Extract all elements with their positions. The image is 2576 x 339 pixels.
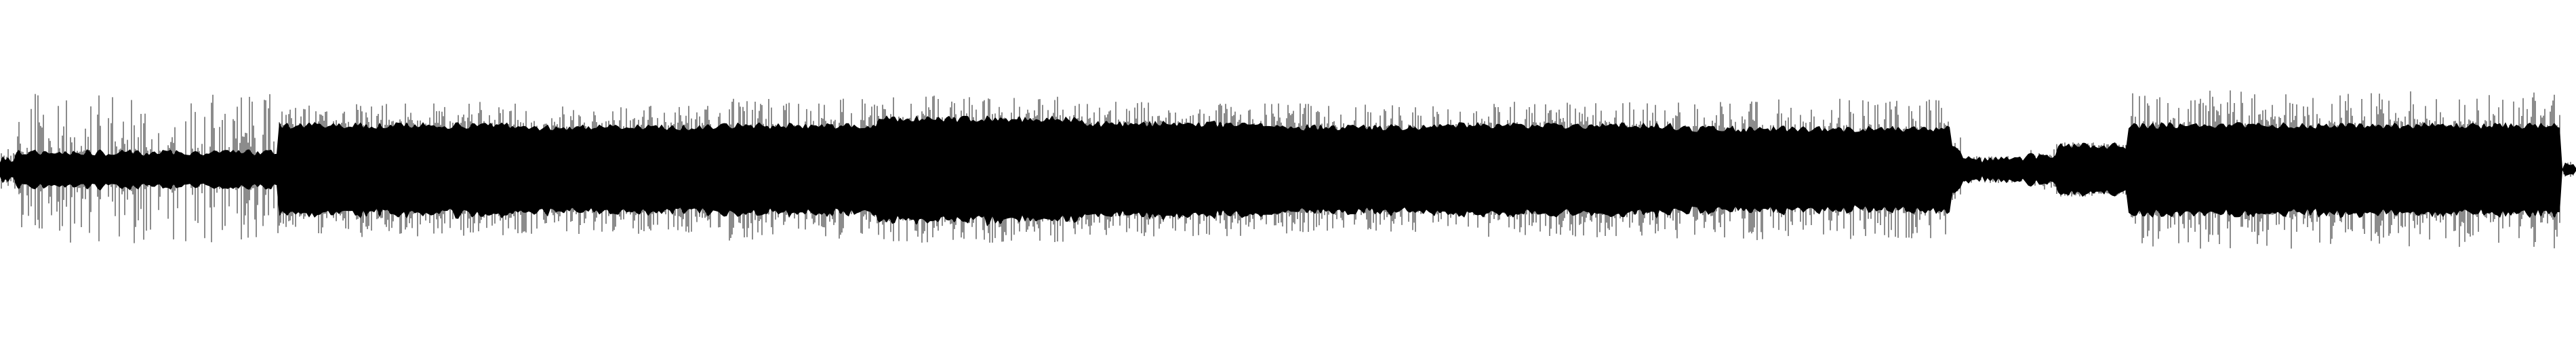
waveform-peak-lines	[1, 90, 2574, 249]
waveform-peaks	[1, 90, 2574, 249]
